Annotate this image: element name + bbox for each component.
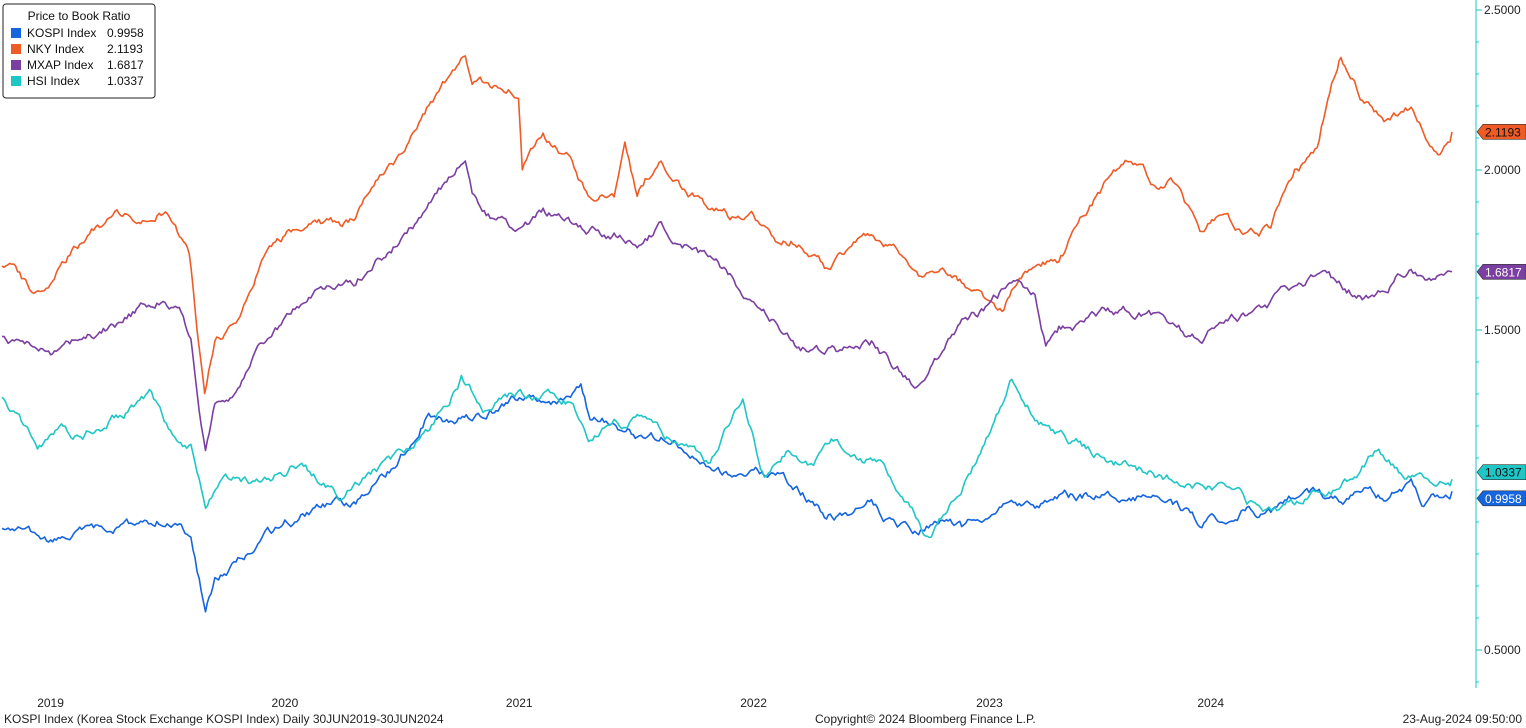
footer-description: KOSPI Index (Korea Stock Exchange KOSPI … bbox=[4, 712, 444, 726]
x-tick-label: 2021 bbox=[506, 696, 533, 710]
legend-swatch bbox=[11, 60, 21, 70]
legend-series-value: 1.6817 bbox=[107, 58, 144, 72]
last-value-tags: 0.9958 2.1193 1.6817 1.0337 bbox=[1476, 124, 1526, 507]
legend-series-value: 2.1193 bbox=[107, 42, 143, 56]
series-line-kospi bbox=[1, 383, 1453, 613]
last-value-tag: 2.1193 bbox=[1476, 124, 1526, 140]
legend-entry: KOSPI Index 0.9958 bbox=[11, 26, 144, 40]
last-value-tag: 0.9958 bbox=[1476, 490, 1526, 507]
tag-shape bbox=[1476, 264, 1526, 280]
x-tick-label: 2024 bbox=[1197, 696, 1224, 710]
tag-value: 2.1193 bbox=[1485, 125, 1521, 139]
legend-swatch bbox=[11, 28, 21, 38]
series-lines bbox=[1, 55, 1453, 613]
x-tick-label: 2020 bbox=[272, 696, 299, 710]
tag-shape bbox=[1476, 490, 1526, 507]
legend-series-name: MXAP Index bbox=[27, 58, 93, 72]
legend-series-name: HSI Index bbox=[27, 74, 80, 88]
last-value-tag: 1.6817 bbox=[1476, 264, 1526, 280]
footer-copyright: Copyright© 2024 Bloomberg Finance L.P. bbox=[815, 712, 1036, 726]
tag-value: 1.6817 bbox=[1485, 265, 1522, 279]
legend-entry: NKY Index 2.1193 bbox=[11, 42, 143, 56]
legend: Price to Book Ratio KOSPI Index 0.9958 NKY … bbox=[2, 3, 156, 99]
legend-swatch bbox=[11, 44, 21, 54]
x-axis: 2019 2020 2021 2022 2023 2024 bbox=[37, 696, 1224, 710]
series-line-mxap bbox=[1, 160, 1453, 452]
footer-timestamp: 23-Aug-2024 09:50:00 bbox=[1402, 712, 1522, 726]
y-tick-label: 2.5000 bbox=[1484, 3, 1521, 17]
y-tick-label: 2.0000 bbox=[1484, 163, 1521, 177]
legend-series-value: 1.0337 bbox=[107, 74, 144, 88]
legend-box bbox=[2, 3, 156, 99]
x-tick-label: 2023 bbox=[976, 696, 1003, 710]
legend-series-value: 0.9958 bbox=[107, 26, 144, 40]
x-tick-label: 2019 bbox=[37, 696, 64, 710]
tag-shape bbox=[1476, 124, 1526, 140]
legend-entry: HSI Index 1.0337 bbox=[11, 74, 144, 88]
tag-shape bbox=[1476, 464, 1526, 481]
y-tick-label: 0.5000 bbox=[1484, 643, 1521, 657]
legend-swatch bbox=[11, 76, 21, 86]
legend-series-name: NKY Index bbox=[27, 42, 84, 56]
legend-title: Price to Book Ratio bbox=[28, 9, 131, 23]
series-line-hsi bbox=[1, 374, 1453, 539]
last-value-tag: 1.0337 bbox=[1476, 464, 1526, 481]
legend-series-name: KOSPI Index bbox=[27, 26, 96, 40]
legend-entry: MXAP Index 1.6817 bbox=[11, 58, 144, 72]
x-tick-label: 2022 bbox=[740, 696, 767, 710]
series-line-nky bbox=[1, 55, 1453, 395]
y-axis: 0.5000 1.5000 2.0000 2.5000 bbox=[1475, 0, 1521, 688]
tag-value: 0.9958 bbox=[1485, 492, 1522, 506]
y-tick-label: 1.5000 bbox=[1484, 323, 1521, 337]
tag-value: 1.0337 bbox=[1485, 466, 1522, 480]
